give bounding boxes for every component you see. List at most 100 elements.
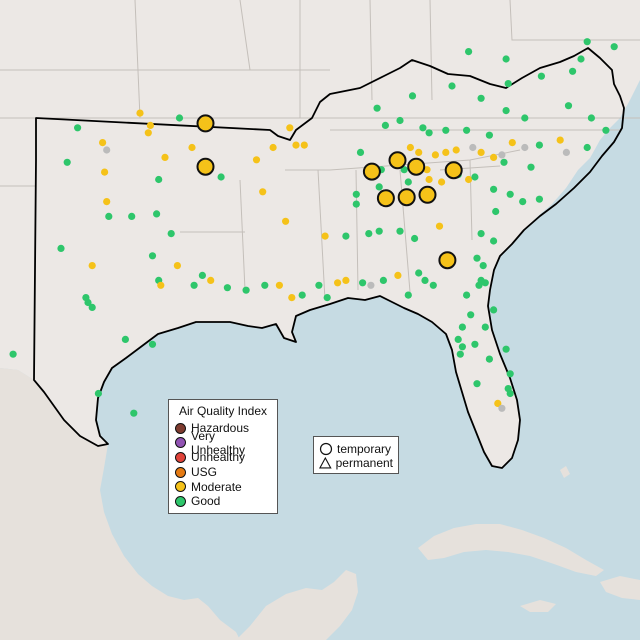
monitor-marker [423,166,431,174]
legend-label: Good [191,494,221,509]
monitor-marker [196,157,215,176]
monitor-marker [442,126,450,134]
legend-label: USG [191,465,218,480]
monitor-marker [376,189,395,208]
moderate-swatch-icon [175,481,186,493]
monitor-marker [275,281,283,289]
monitor-marker [465,48,473,56]
monitor-marker [473,254,481,262]
monitor-marker [494,399,502,407]
monitor-marker [167,230,175,238]
legend-item-good: Good [175,494,271,509]
monitor-marker [481,323,489,331]
unhealthy-swatch-icon [175,451,186,463]
island-jamaica [520,600,556,612]
monitor-marker [527,163,535,171]
monitor-marker [502,55,510,63]
monitor-marker [485,131,493,139]
monitor-marker [396,116,404,125]
monitor-marker [190,281,198,289]
monitor-marker [610,43,618,51]
legend-title: Air Quality Index [178,404,268,418]
monitor-marker [367,281,375,289]
monitor-marker [490,237,498,245]
yucatan-landmass [236,570,358,640]
monitor-marker [448,82,456,90]
monitor-marker [259,188,267,196]
monitor-marker [144,129,152,137]
monitor-marker [315,281,323,289]
monitor-marker [153,210,161,218]
monitor-marker [519,198,527,206]
monitor-marker [323,294,331,302]
monitor-marker [477,230,485,238]
monitor-marker [63,158,71,166]
good-swatch-icon [175,495,186,507]
monitor-marker [481,279,489,287]
monitor-marker [425,129,433,137]
monitor-marker [477,94,485,102]
monitor-marker [411,234,419,243]
cuba-landmass [418,524,604,576]
legend-item-unhealthy: Unhealthy [175,450,271,465]
monitor-marker [508,139,516,147]
monitor-marker [521,143,529,152]
monitor-marker [342,232,350,240]
monitor-marker [506,190,514,198]
monitor-marker [136,109,144,117]
small-monitor-markers [9,38,618,417]
monitor-marker [500,158,508,166]
monitor-marker [587,114,596,122]
mexico-landmass [0,368,240,640]
monitor-marker [292,141,300,149]
monitor-marker [352,190,360,198]
monitor-marker [415,148,423,156]
monitor-marker [452,146,460,154]
monitor-marker [583,143,591,152]
monitor-marker [415,269,423,277]
monitor-marker [442,148,450,156]
monitor-marker [188,143,196,152]
monitor-marker [105,212,113,220]
monitor-marker [498,404,506,412]
monitor-marker [261,281,269,289]
monitor-marker [485,355,493,363]
monitor-marker [388,151,407,170]
legend-label: Hazardous [191,421,250,436]
island-bahamas [560,466,570,478]
monitor-marker [252,156,261,164]
monitor-marker [556,136,564,144]
monitor-marker [397,188,416,207]
monitor-marker [359,279,367,287]
monitor-marker [479,262,487,270]
monitor-marker [282,217,290,225]
monitor-marker [404,291,412,299]
monitor-marker [562,148,571,156]
monitor-marker [300,141,308,149]
monitor-marker [373,104,381,112]
monitor-marker [535,141,544,149]
monitor-marker [456,350,464,358]
monitor-marker [286,124,294,132]
monitor-marker [569,67,577,75]
monitor-marker [454,335,462,343]
monitor-marker [564,102,573,110]
monitor-marker [404,178,412,186]
monitor-marker [148,340,157,348]
shape-legend-permanent: permanent [319,456,393,470]
monitor-marker [74,124,82,132]
monitor-marker [269,143,277,152]
monitor-marker [121,335,129,343]
legend-item-hazardous: Hazardous [175,421,271,436]
monitor-marker [396,227,404,235]
monitor-marker [173,262,181,270]
monitor-marker [9,350,17,358]
legend-label: Unhealthy [191,450,246,465]
region-outline [33,47,625,469]
monitor-marker [379,276,387,284]
monitor-marker [521,114,529,122]
monitor-marker [161,153,169,161]
monitor-marker [362,162,381,181]
shape-legend: temporary permanent [313,436,399,474]
monitor-marker [365,230,373,238]
